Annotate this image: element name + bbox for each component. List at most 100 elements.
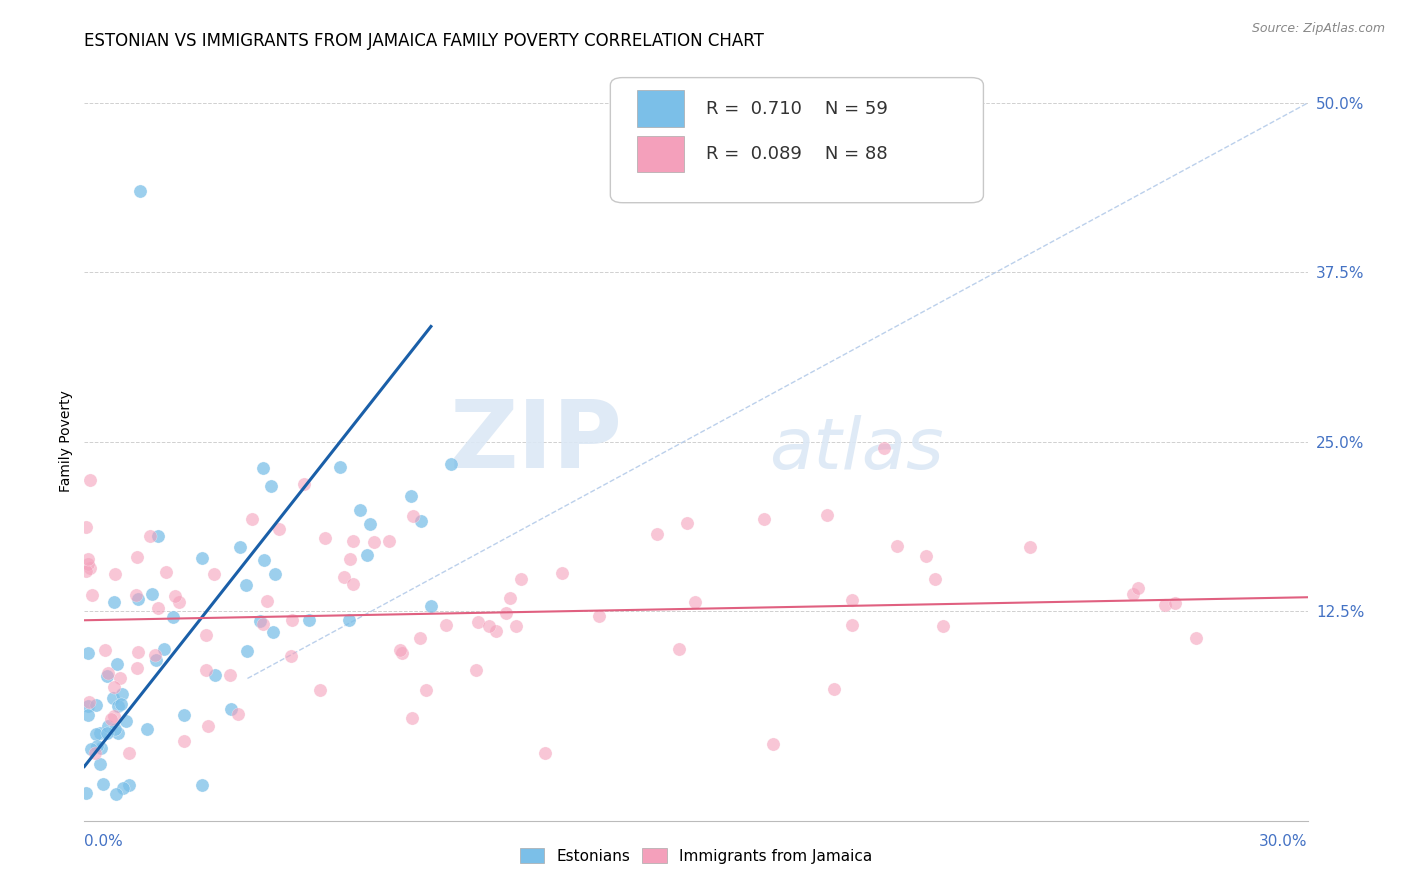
Point bbox=[534, 746, 557, 760]
Point bbox=[309, 683, 332, 698]
Point bbox=[96, 669, 118, 683]
Point bbox=[195, 663, 218, 677]
Point bbox=[253, 552, 276, 566]
Point bbox=[262, 625, 284, 640]
Point bbox=[101, 691, 124, 706]
Point bbox=[872, 441, 894, 455]
Point bbox=[204, 668, 226, 682]
Point bbox=[125, 588, 148, 602]
Point bbox=[235, 578, 257, 592]
Point bbox=[1122, 587, 1144, 601]
Point bbox=[249, 615, 271, 629]
Point bbox=[298, 613, 321, 627]
Point bbox=[260, 478, 283, 492]
Point bbox=[1126, 582, 1149, 596]
Point bbox=[499, 591, 522, 605]
Point bbox=[190, 551, 212, 566]
Point bbox=[141, 587, 163, 601]
Point bbox=[80, 589, 103, 603]
Point bbox=[363, 535, 385, 549]
Point bbox=[229, 540, 252, 554]
Point bbox=[339, 613, 361, 627]
Point bbox=[886, 539, 908, 553]
Point bbox=[136, 722, 159, 736]
Point bbox=[314, 531, 336, 545]
Point bbox=[89, 726, 111, 740]
Point bbox=[148, 529, 170, 543]
Point bbox=[118, 778, 141, 792]
Point bbox=[153, 642, 176, 657]
Point bbox=[762, 737, 785, 751]
Text: 30.0%: 30.0% bbox=[1260, 834, 1308, 849]
Point bbox=[236, 644, 259, 658]
Point bbox=[841, 593, 863, 607]
Point bbox=[1018, 541, 1040, 555]
Point bbox=[84, 726, 107, 740]
Point bbox=[110, 671, 132, 685]
Point bbox=[75, 520, 97, 534]
Point bbox=[194, 627, 217, 641]
Point bbox=[76, 646, 98, 660]
Point bbox=[645, 526, 668, 541]
Point bbox=[342, 533, 364, 548]
Point bbox=[409, 631, 432, 645]
Point bbox=[924, 572, 946, 586]
Point bbox=[356, 548, 378, 562]
Point bbox=[75, 564, 97, 578]
Point bbox=[841, 618, 863, 632]
Text: Source: ZipAtlas.com: Source: ZipAtlas.com bbox=[1251, 22, 1385, 36]
Point bbox=[932, 618, 955, 632]
Point bbox=[105, 787, 128, 801]
Point bbox=[165, 589, 187, 603]
Point bbox=[280, 649, 302, 664]
Point bbox=[329, 459, 352, 474]
Y-axis label: Family Poverty: Family Poverty bbox=[59, 391, 73, 492]
Point bbox=[139, 529, 162, 543]
Point bbox=[105, 657, 128, 671]
Point bbox=[550, 566, 572, 580]
Point bbox=[162, 610, 184, 624]
Point bbox=[77, 708, 100, 723]
Point bbox=[485, 624, 508, 639]
Point bbox=[252, 460, 274, 475]
Point bbox=[104, 722, 127, 736]
Point bbox=[84, 698, 107, 713]
Point bbox=[204, 566, 226, 581]
Point bbox=[103, 708, 125, 723]
FancyBboxPatch shape bbox=[637, 136, 683, 172]
Point bbox=[96, 725, 118, 739]
Point bbox=[349, 503, 371, 517]
Point bbox=[103, 567, 125, 582]
Point bbox=[125, 661, 148, 675]
Point bbox=[1153, 598, 1175, 612]
Point bbox=[267, 523, 290, 537]
Text: R =  0.710    N = 59: R = 0.710 N = 59 bbox=[706, 100, 887, 118]
Point bbox=[252, 616, 274, 631]
Point bbox=[467, 615, 489, 630]
Point bbox=[127, 549, 149, 564]
Point bbox=[676, 516, 699, 530]
Point bbox=[110, 697, 132, 711]
FancyBboxPatch shape bbox=[610, 78, 983, 202]
Point bbox=[118, 746, 141, 760]
Point bbox=[94, 643, 117, 657]
Point bbox=[79, 695, 101, 709]
Point bbox=[823, 681, 845, 696]
Point bbox=[399, 490, 422, 504]
Point bbox=[146, 600, 169, 615]
Point bbox=[219, 702, 242, 716]
Point bbox=[495, 606, 517, 620]
Point bbox=[115, 714, 138, 728]
Point bbox=[155, 565, 177, 579]
Text: ESTONIAN VS IMMIGRANTS FROM JAMAICA FAMILY POVERTY CORRELATION CHART: ESTONIAN VS IMMIGRANTS FROM JAMAICA FAMI… bbox=[84, 32, 765, 50]
FancyBboxPatch shape bbox=[637, 90, 683, 127]
Point bbox=[103, 680, 125, 694]
Point bbox=[333, 570, 356, 584]
Point bbox=[127, 645, 149, 659]
Point bbox=[588, 609, 610, 624]
Legend: Estonians, Immigrants from Jamaica: Estonians, Immigrants from Jamaica bbox=[513, 842, 879, 870]
Text: R =  0.089    N = 88: R = 0.089 N = 88 bbox=[706, 145, 887, 163]
Point bbox=[668, 642, 690, 657]
Point bbox=[402, 509, 425, 524]
Point bbox=[420, 599, 443, 613]
